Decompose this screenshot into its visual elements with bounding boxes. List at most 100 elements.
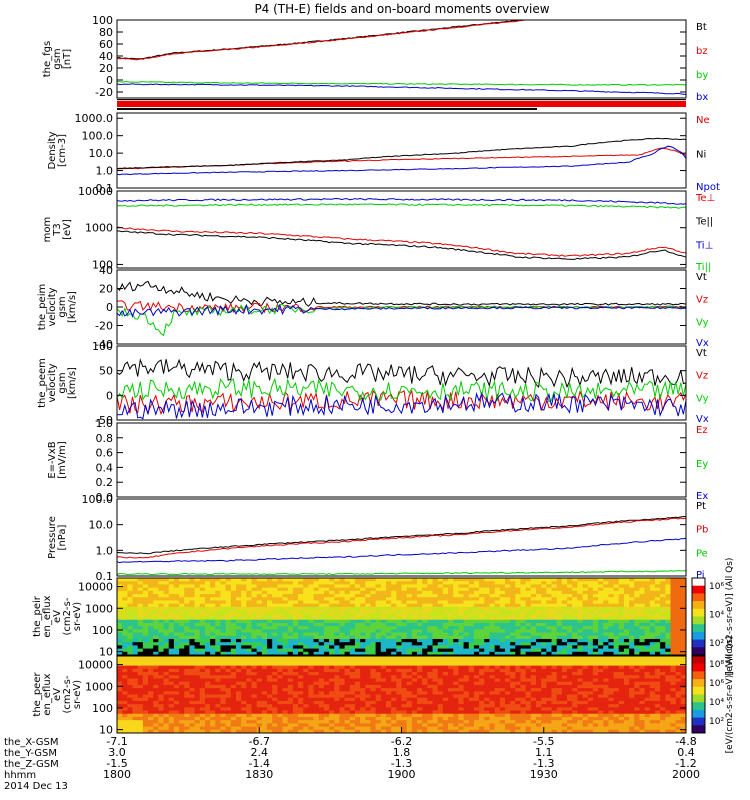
heatmap-cell <box>323 606 330 611</box>
heatmap-cell <box>608 603 614 608</box>
heatmap-cell <box>153 642 159 646</box>
heatmap-cell <box>453 622 459 627</box>
heatmap-cell <box>199 638 206 643</box>
heatmap-cell <box>267 587 273 592</box>
heatmap-cell <box>179 675 185 679</box>
heatmap-cell <box>380 681 387 686</box>
heatmap-cell <box>463 713 470 718</box>
heatmap-cell <box>137 672 144 676</box>
heatmap-cell <box>417 629 423 633</box>
heatmap-cell <box>504 662 511 667</box>
heatmap-cell <box>220 678 227 683</box>
heatmap-cell <box>380 597 387 601</box>
heatmap-cell <box>344 704 351 708</box>
heatmap-cell <box>396 688 402 692</box>
heatmap-cell <box>230 726 237 731</box>
heatmap-cell <box>365 704 371 708</box>
heatmap-cell <box>530 713 537 718</box>
heatmap-cell <box>453 675 459 679</box>
heatmap-cell <box>520 713 527 718</box>
heatmap-cell <box>520 619 527 624</box>
series-line-Vz <box>116 300 687 314</box>
heatmap-cell <box>520 622 527 627</box>
heatmap-cell <box>375 697 382 702</box>
heatmap-cell <box>556 656 563 660</box>
heatmap-cell <box>137 632 144 637</box>
heatmap-cell <box>535 626 542 630</box>
heatmap-cell <box>453 697 459 702</box>
heatmap-cell <box>411 594 418 598</box>
heatmap-cell <box>153 710 159 715</box>
heatmap-cell <box>313 645 320 649</box>
heatmap-cell <box>142 638 149 643</box>
heatmap-cell <box>256 638 263 643</box>
heatmap-cell <box>303 606 309 611</box>
heatmap-cell <box>298 594 304 598</box>
heatmap-cell <box>556 684 563 689</box>
heatmap-cell <box>220 632 227 637</box>
heatmap-cell <box>153 713 159 718</box>
heatmap-cell <box>277 606 283 611</box>
heatmap-cell <box>603 600 609 605</box>
heatmap-cell <box>473 578 480 582</box>
heatmap-cell <box>448 635 454 640</box>
heatmap-cell <box>391 638 397 643</box>
heatmap-cell <box>261 648 268 653</box>
heatmap-cell <box>204 578 211 582</box>
heatmap-cell <box>194 642 201 646</box>
heatmap-cell <box>561 684 568 689</box>
heatmap-cell <box>675 606 682 611</box>
heatmap-cell <box>468 707 475 711</box>
heatmap-cell <box>453 594 459 598</box>
heatmap-cell <box>515 584 521 589</box>
heatmap-cell <box>525 632 532 637</box>
heatmap-cell <box>442 700 449 705</box>
heatmap-cell <box>375 678 382 683</box>
heatmap-cell <box>406 635 413 640</box>
heatmap-cell <box>339 638 345 643</box>
heatmap-cell <box>318 704 325 708</box>
heatmap-cell <box>608 578 614 582</box>
heatmap-cell <box>375 675 382 679</box>
heatmap-cell <box>525 616 532 621</box>
heatmap-cell <box>282 704 289 708</box>
heatmap-cell <box>499 587 506 592</box>
heatmap-cell <box>132 688 139 692</box>
heatmap-cell <box>510 684 516 689</box>
heatmap-cell <box>437 720 444 724</box>
y-tick-label: 0.2 <box>96 476 114 489</box>
legend-label-Ti||: Ti|| <box>695 262 711 273</box>
heatmap-cell <box>546 716 552 721</box>
heatmap-cell <box>660 648 666 653</box>
heatmap-cell <box>246 613 252 617</box>
heatmap-cell <box>313 616 320 621</box>
heatmap-cell <box>354 578 361 582</box>
heatmap-cell <box>504 726 511 731</box>
heatmap-cell <box>551 629 558 633</box>
heatmap-cell <box>354 603 361 608</box>
heatmap-cell <box>556 691 563 695</box>
heatmap-cell <box>199 684 206 689</box>
heatmap-cell <box>267 642 273 646</box>
heatmap-cell <box>298 597 304 601</box>
heatmap-cell <box>194 681 201 686</box>
heatmap-cell <box>385 656 392 660</box>
heatmap-cell <box>127 578 133 582</box>
heatmap-cell <box>675 619 682 624</box>
heatmap-cell <box>391 662 397 667</box>
heatmap-cell <box>582 619 589 624</box>
heatmap-cell <box>479 668 485 673</box>
heatmap-cell <box>479 622 485 627</box>
heatmap-cell <box>292 713 299 718</box>
heatmap-cell <box>515 587 521 592</box>
heatmap-cell <box>122 713 128 718</box>
heatmap-cell <box>158 707 164 711</box>
heatmap-cell <box>525 662 532 667</box>
heatmap-cell <box>525 590 532 595</box>
heatmap-cell <box>629 606 635 611</box>
heatmap-cell <box>241 700 247 705</box>
heatmap-cell <box>272 613 278 617</box>
heatmap-cell <box>210 700 216 705</box>
heatmap-cell <box>665 642 671 646</box>
heatmap-cell <box>344 668 351 673</box>
